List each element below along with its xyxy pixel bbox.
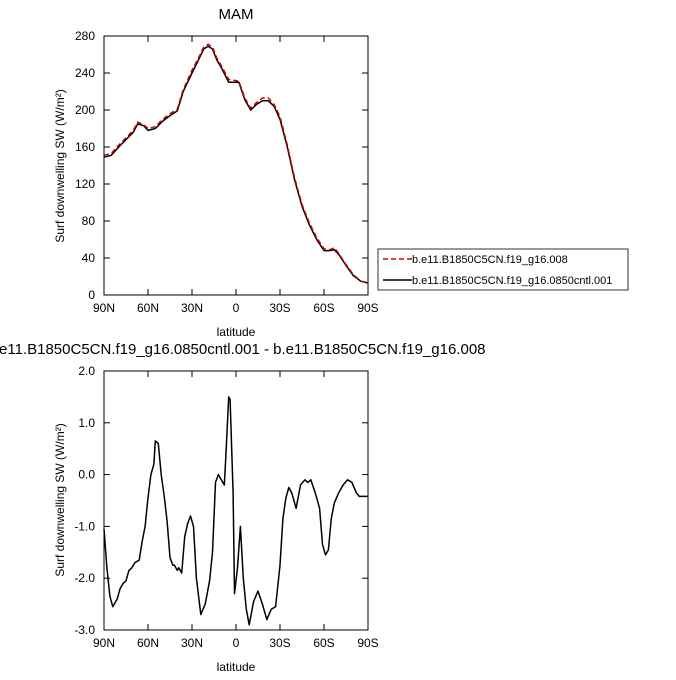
bottom-y-axis-label: Surf downwelling SW (W/m²) (53, 423, 67, 576)
top-plot-frame (103, 35, 369, 296)
legend-box (377, 248, 629, 291)
top-title: MAM (219, 6, 254, 23)
y-tick-label: 80 (82, 214, 96, 228)
x-tick-label: 90S (357, 636, 378, 650)
x-tick-label: 60N (137, 636, 159, 650)
y-tick-label: 280 (75, 29, 95, 43)
x-tick-label: 60S (313, 636, 334, 650)
series-line-dashed (103, 43, 369, 284)
y-tick-label: 2.0 (78, 364, 95, 378)
top-y-tick-labels: 0 40 80 120 160 200 240 280 (75, 29, 95, 302)
x-tick-label: 60S (313, 301, 334, 315)
y-tick-label: -1.0 (74, 519, 95, 533)
x-tick-label: 90N (93, 301, 115, 315)
x-tick-label: 60N (137, 301, 159, 315)
bottom-title: b.e11.B1850C5CN.f19_g16.0850cntl.001 - b… (0, 341, 485, 358)
bottom-tick-marks (103, 370, 369, 631)
y-tick-label: 1.0 (78, 416, 95, 430)
top-tick-marks (103, 35, 369, 296)
legend-label-008: b.e11.B1850C5CN.f19_g16.008 (412, 254, 568, 266)
top-panel: MAM 90N 60N 30N 0 30S 60S 90S 0 40 80 120 160 200 24… (53, 6, 629, 339)
bottom-x-tick-labels: 90N 60N 30N 0 30S 60S 90S (93, 636, 379, 650)
x-tick-label: 30S (269, 636, 290, 650)
y-tick-label: 120 (75, 177, 95, 191)
y-tick-label: -2.0 (74, 571, 95, 585)
series-line-solid (103, 45, 369, 284)
x-tick-label: 0 (233, 636, 240, 650)
x-tick-label: 30N (181, 301, 203, 315)
y-tick-label: -3.0 (74, 623, 95, 637)
x-tick-label: 30N (181, 636, 203, 650)
x-tick-label: 90N (93, 636, 115, 650)
legend: b.e11.B1850C5CN.f19_g16.008 b.e11.B1850C… (377, 248, 629, 291)
top-series (103, 43, 369, 284)
x-tick-label: 30S (269, 301, 290, 315)
bottom-y-tick-labels: -3.0 -2.0 -1.0 0.0 1.0 2.0 (74, 364, 95, 637)
y-tick-label: 40 (82, 251, 96, 265)
y-tick-label: 240 (75, 66, 95, 80)
series-line-solid (103, 396, 368, 626)
y-tick-label: 0.0 (78, 468, 95, 482)
legend-label-cntl: b.e11.B1850C5CN.f19_g16.0850cntl.001 (412, 275, 612, 287)
top-x-tick-labels: 90N 60N 30N 0 30S 60S 90S (93, 301, 379, 315)
top-x-axis-label: latitude (217, 325, 256, 339)
y-tick-label: 200 (75, 103, 95, 117)
y-tick-label: 160 (75, 140, 95, 154)
bottom-series (103, 396, 368, 626)
x-tick-label: 0 (233, 301, 240, 315)
bottom-panel: b.e11.B1850C5CN.f19_g16.0850cntl.001 - b… (0, 341, 485, 674)
bottom-plot-frame (103, 370, 369, 631)
y-tick-label: 0 (88, 288, 95, 302)
bottom-x-axis-label: latitude (217, 660, 256, 674)
top-y-axis-label: Surf downwelling SW (W/m²) (53, 89, 67, 242)
x-tick-label: 90S (357, 301, 378, 315)
